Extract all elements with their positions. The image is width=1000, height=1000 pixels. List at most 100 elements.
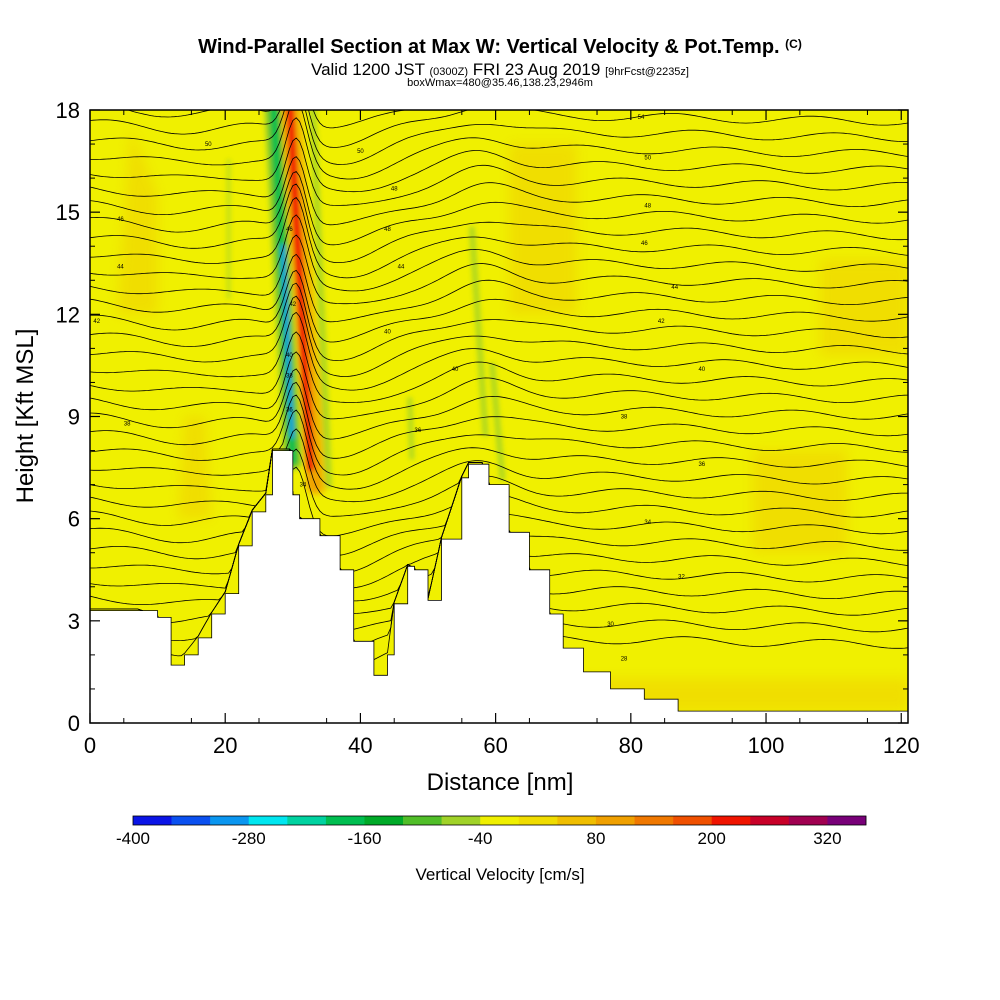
field-band xyxy=(280,244,295,439)
theta-contours xyxy=(90,110,908,663)
theta-contour-line xyxy=(90,214,908,292)
colorbar-swatch xyxy=(518,816,558,825)
theta-contour-line xyxy=(90,183,908,263)
chart-title-suffix: (C) xyxy=(785,37,802,51)
theta-contour-line xyxy=(90,110,908,180)
field-band xyxy=(468,226,489,437)
colorbar-swatch xyxy=(403,816,442,825)
field-updraft-patch xyxy=(820,259,908,356)
theta-contour-label: 38 xyxy=(124,421,131,427)
y-tick-label: 9 xyxy=(68,405,80,430)
theta-contour-line xyxy=(90,253,908,323)
field-updraft-patch xyxy=(117,127,158,315)
chart-subtitle: Valid 1200 JST (0300Z) FRI 23 Aug 2019 [… xyxy=(0,60,1000,80)
colorbar-swatch xyxy=(364,816,404,825)
field-updraft-patch xyxy=(177,416,212,519)
theta-contour-line xyxy=(90,351,908,420)
theta-contour-labels: 46 44 42 38 50 50 48 48 44 40 40 36 54 50 48 46 44 42 40 38… xyxy=(93,115,705,662)
theta-contour-label: 32 xyxy=(678,575,685,581)
theta-contour-label: 36 xyxy=(698,462,705,468)
theta-contour-label: 44 xyxy=(117,265,124,271)
y-tick-label: 12 xyxy=(56,302,80,327)
theta-contour-line xyxy=(90,428,908,503)
colorbar-swatch xyxy=(634,816,674,825)
colorbar-swatch xyxy=(557,816,597,825)
colorbar-tick-label: 320 xyxy=(813,829,841,848)
theta-contour-label: 44 xyxy=(398,265,405,271)
y-tick-label: 3 xyxy=(68,609,80,634)
theta-contour-label: 50 xyxy=(644,156,651,162)
valid-date: FRI 23 Aug 2019 xyxy=(472,60,601,79)
theta-contour-line xyxy=(90,170,908,246)
field-band xyxy=(407,396,415,460)
theta-contour-label: 40 xyxy=(452,367,459,373)
valid-utc: (0300Z) xyxy=(429,66,468,78)
theta-contour-label: 46 xyxy=(286,227,293,233)
theta-contour-line xyxy=(90,409,908,490)
theta-contour-label: 42 xyxy=(658,319,665,325)
colorbar-swatch xyxy=(210,816,250,825)
colorbar-swatch xyxy=(711,816,751,825)
theta-contour-label: 40 xyxy=(698,367,705,373)
colorbar-tick-label: 200 xyxy=(697,829,725,848)
colorbar-swatch xyxy=(480,816,520,825)
theta-contour-line xyxy=(90,331,908,403)
theta-contour-label: 48 xyxy=(391,186,398,192)
theta-contour-line xyxy=(90,110,908,148)
chart-title-text: Wind-Parallel Section at Max W: Vertical… xyxy=(198,36,780,58)
theta-contour-line xyxy=(90,197,908,279)
field-updraft-patch xyxy=(752,450,848,553)
colorbar-swatch xyxy=(133,816,172,825)
theta-contour-label: 38 xyxy=(286,374,293,380)
theta-contour-line xyxy=(90,448,908,517)
theta-contour-label: 28 xyxy=(621,656,628,662)
x-tick-label: 60 xyxy=(483,733,507,758)
theta-contour-label: 50 xyxy=(357,149,364,155)
theta-contour-label: 46 xyxy=(117,217,124,223)
valid-prefix: Valid 1200 JST xyxy=(311,60,425,79)
colorbar-swatch xyxy=(287,816,327,825)
theta-contour-label: 36 xyxy=(415,428,422,434)
theta-contour-label: 34 xyxy=(300,483,307,489)
theta-contour-line xyxy=(90,137,908,206)
colorbar-tick-label: -160 xyxy=(347,829,381,848)
theta-contour-line xyxy=(90,381,908,459)
chart-title: Wind-Parallel Section at Max W: Vertical… xyxy=(0,36,1000,59)
colorbar-label: Vertical Velocity [cm/s] xyxy=(415,865,584,884)
box-info: boxWmax=480@35.46,138.23,2946m xyxy=(407,77,593,89)
terrain xyxy=(90,450,908,723)
theta-contour-line xyxy=(90,394,908,476)
theta-contour-line xyxy=(90,368,908,440)
colorbar-swatch xyxy=(441,816,481,825)
colorbar-swatch xyxy=(788,816,828,825)
colorbar-swatch xyxy=(595,816,635,825)
x-tick-label: 20 xyxy=(213,733,237,758)
x-axis-label: Distance [nm] xyxy=(427,769,574,796)
theta-contour-label: 30 xyxy=(607,622,614,628)
colorbar: -400 -280 -160 -40 80 200 320 xyxy=(116,815,867,848)
colorbar-swatch xyxy=(750,816,790,825)
field-band xyxy=(309,110,333,489)
theta-contour-label: 54 xyxy=(638,115,645,121)
theta-contour-label: 48 xyxy=(384,227,391,233)
colorbar-frame xyxy=(132,815,867,826)
x-tick-label: 100 xyxy=(748,733,785,758)
theta-contour-line xyxy=(90,295,908,377)
terrain-profile xyxy=(90,450,908,723)
theta-contour-line xyxy=(90,110,908,165)
forecast-info: [9hrFcst@2235z] xyxy=(605,66,689,78)
field-band xyxy=(489,362,506,481)
colorbar-tick-label: -400 xyxy=(116,829,150,848)
theta-contour-label: 42 xyxy=(93,319,100,325)
field-updraft-patch xyxy=(509,144,577,315)
theta-contour-line xyxy=(90,311,908,391)
theta-contour-label: 40 xyxy=(286,353,293,359)
colorbar-swatch xyxy=(827,816,867,825)
theta-contour-label: 44 xyxy=(671,285,678,291)
y-axis-label: Height [Kft MSL] xyxy=(12,329,39,504)
theta-contour-label: 48 xyxy=(644,203,651,209)
x-tick-label: 80 xyxy=(619,733,643,758)
x-tick-label: 120 xyxy=(883,733,920,758)
